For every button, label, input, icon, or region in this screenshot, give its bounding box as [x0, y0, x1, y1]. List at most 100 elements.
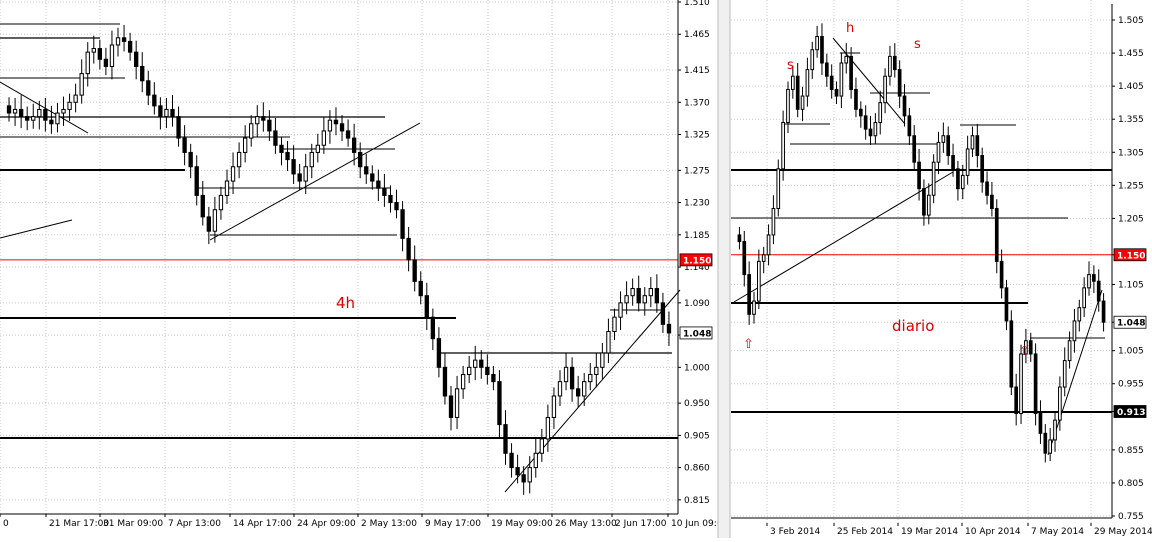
chart-daily-candle-body [1033, 353, 1038, 414]
chart-daily-candle-body [1043, 432, 1048, 454]
chart-daily-candle-body [757, 260, 761, 302]
annotation-4h: 4h [336, 294, 355, 312]
chart-daily-x-tick-label: 19 Mar 2014 [901, 527, 958, 537]
chart-daily-y-tick-label: 1.405 [1118, 82, 1144, 92]
chart-4h-candle-body [61, 108, 66, 114]
chart-4h-y-tick-label: 1.370 [684, 98, 710, 108]
chart-4h-candle-body [97, 48, 103, 60]
chart-4h-candle-body [406, 237, 411, 261]
chart-4h-x-tick-label: 26 May 13:00 [555, 519, 617, 529]
chart-daily-candle-body [1024, 340, 1028, 355]
chart-daily-candle-body [737, 234, 742, 243]
chart-4h-y-tick-label: 1.415 [684, 66, 710, 76]
chart-4h-candle-body [618, 302, 623, 318]
chart-4h-candle-body [164, 108, 169, 118]
chart-4h-candle-body [412, 259, 417, 282]
chart-4h-candle-body [146, 80, 151, 96]
chart-4h-candle-body [364, 166, 369, 175]
chart-4h-x-tick-label: 24 Apr 09:00 [297, 519, 356, 529]
chart-4h-candle-body [648, 288, 653, 297]
chart-4h-price-box [679, 326, 713, 340]
chart-4h-x-tick-label: 14 Apr 17:00 [233, 519, 292, 529]
chart-daily-candle-body [960, 174, 965, 190]
chart-4h-candle-body [388, 194, 393, 204]
y-axis-daily: 1.505 1.455 1.405 1.355 1.305 1.255 1.205 1.150… [1112, 16, 1147, 522]
chart-4h-candle-body [582, 381, 587, 397]
chart-4h-y-tick-label: 1.465 [684, 30, 710, 40]
chart-daily-candle-body [858, 108, 863, 117]
chart-4h-candle-body [49, 119, 54, 125]
chart-daily-y-tick-label: 0.955 [1118, 380, 1144, 390]
chart-4h-y-tick-label: 0.905 [684, 431, 710, 441]
chart-4h-candle-body [176, 116, 181, 139]
chart-daily-candle-body [975, 135, 980, 157]
pattern-label-right-shoulder: s [914, 37, 921, 52]
chart-daily-candle-body [917, 161, 921, 190]
chart-4h-candle-body [224, 180, 230, 196]
chart-daily-x-tick-label: 29 May 2014 [1094, 527, 1152, 537]
chart-4h-candle-body [376, 180, 381, 189]
chart-4h-candle-body [460, 373, 466, 390]
chart-4h-candle-body [600, 352, 605, 368]
chart-daily-candle-body [824, 62, 829, 77]
chart-daily-candle-body [795, 75, 800, 110]
chart-daily-candle-body [883, 75, 887, 104]
chart-daily-candle-body [980, 155, 985, 183]
chart-4h-candle-body [297, 173, 302, 182]
chart-4h-x-tick-label: 31 Mar 09:00 [103, 519, 163, 529]
chart-daily-candle-body [951, 155, 955, 170]
chart-4h-y-tick-label: 1.185 [684, 231, 710, 241]
chart-4h-candle-body [327, 119, 333, 132]
pattern-label-left-shoulder: s [787, 58, 794, 73]
chart-4h-candle-body [545, 416, 551, 440]
chart-4h-x-tick-label: 9 May 17:00 [425, 519, 481, 529]
chart-daily-y-tick-label: 1.105 [1118, 281, 1144, 291]
chart-daily-y-tick-label: 0.755 [1118, 512, 1144, 522]
chart-4h-candle-body [557, 381, 563, 397]
chart-4h-drawn-line [209, 122, 421, 241]
chart-4h-candle-body [418, 280, 423, 297]
chart-daily-candle-body [1014, 386, 1019, 414]
chart-4h-candle-body [370, 173, 375, 182]
chart-daily-candle-body [761, 254, 766, 262]
chart-daily-x-tick-label: 3 Feb 2014 [770, 527, 821, 537]
chart-daily-candle-body [990, 194, 994, 209]
chart-daily-candle-body [829, 75, 834, 90]
chart-daily-candle-body [956, 168, 960, 190]
chart-4h-candle-body [503, 424, 508, 454]
chart-4h-candle-body [485, 366, 490, 375]
chart-4h-candle-body [194, 166, 199, 196]
chart-daily-candle-body [844, 55, 849, 64]
chart-daily-y-tick-label: 0.805 [1118, 479, 1144, 489]
chart-4h-candle-body [467, 366, 472, 375]
chart-4h-y-tick-label: 1.325 [684, 131, 710, 141]
chart-daily-candle-body [1087, 274, 1091, 289]
y-axis-4h: 1.510 1.465 1.415 1.370 1.325 1.275 1.230 1.185… [678, 0, 713, 506]
chart-daily-candle-body [1053, 419, 1057, 441]
chart-4h-candle-body [588, 373, 593, 383]
chart-daily-candle-body [776, 168, 781, 209]
chart-daily-candle-body [1019, 353, 1023, 414]
chart-daily-candle-body [810, 49, 815, 71]
chart-4h-candle-body [563, 366, 569, 383]
chart-4h-candle-body [636, 288, 641, 304]
chart-daily-x-tick-label: 10 Apr 2014 [965, 527, 1021, 537]
chart-4h-candle-body [249, 123, 254, 139]
chart-daily-candle-body [1096, 280, 1101, 302]
chart-4h-candle-body [630, 288, 635, 297]
chart-4h-candle-body [121, 37, 127, 42]
chart-4h-candle-body [73, 94, 78, 103]
chart-4h-y-tick-label: 0.950 [684, 399, 710, 409]
chart-4h-candle-body [539, 438, 544, 454]
chart-4h-candle-body [551, 395, 557, 418]
chart-4h-candle-body [43, 108, 48, 121]
chart-daily-candle-body [1004, 287, 1009, 322]
chart-daily-candle-body [1072, 320, 1077, 342]
chart-4h-candle-body [309, 151, 314, 168]
chart-4h-x-tick-label: 2 May 13:00 [361, 519, 417, 529]
chart-4h-price-box-label: 1.150 [683, 256, 711, 266]
chart-daily-y-tick-label: 1.305 [1118, 148, 1144, 158]
grid-4h [0, 0, 678, 514]
chart-4h-candle-body [273, 130, 278, 146]
chart-4h-drawn-line [0, 219, 73, 239]
